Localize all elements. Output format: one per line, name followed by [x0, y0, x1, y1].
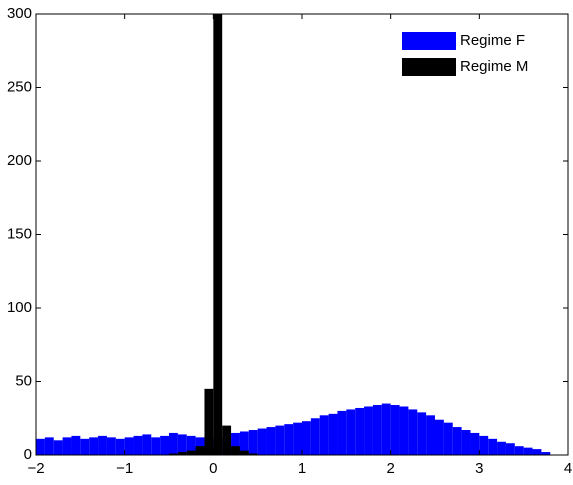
bar	[231, 432, 240, 455]
bar	[213, 14, 223, 455]
bar	[372, 405, 382, 455]
bar	[248, 430, 258, 455]
bar	[257, 428, 267, 455]
bar	[319, 415, 329, 455]
bar	[169, 453, 178, 455]
bar	[98, 435, 107, 455]
bar	[381, 403, 391, 455]
y-tick-label: 250	[7, 78, 32, 95]
bar	[390, 405, 400, 455]
bar	[523, 447, 533, 455]
bar	[479, 435, 489, 455]
x-tick-label: 1	[298, 460, 306, 477]
bar	[231, 446, 240, 455]
bar	[115, 438, 125, 455]
y-tick-label: 150	[7, 225, 32, 242]
bar	[541, 452, 551, 455]
bar	[151, 437, 161, 455]
bar	[62, 437, 72, 455]
bar	[133, 435, 143, 455]
bar	[505, 443, 515, 455]
bar	[426, 415, 435, 455]
bar	[328, 413, 338, 455]
y-tick-label: 0	[24, 446, 32, 463]
legend-label: Regime F	[460, 32, 525, 49]
y-tick-label: 200	[7, 152, 32, 169]
bar	[186, 450, 196, 455]
bar	[124, 437, 134, 455]
bar	[160, 435, 169, 455]
bar	[71, 435, 81, 455]
bar	[222, 425, 232, 455]
bar	[204, 388, 214, 455]
bar	[364, 406, 373, 455]
bar	[80, 438, 90, 455]
bar	[177, 452, 187, 455]
y-tick-label: 50	[15, 372, 32, 389]
bar	[169, 432, 178, 455]
bar	[337, 410, 347, 455]
x-tick-label: −2	[27, 460, 44, 477]
bar	[355, 407, 365, 455]
bar	[293, 422, 302, 455]
x-tick-label: 0	[209, 460, 217, 477]
x-tick-label: 4	[564, 460, 572, 477]
x-tick-label: −1	[116, 460, 133, 477]
bar	[44, 437, 54, 455]
bar	[435, 419, 444, 455]
y-tick-label: 100	[7, 299, 32, 316]
bar	[36, 438, 45, 455]
bar	[239, 450, 249, 455]
bar	[248, 453, 258, 455]
bar	[195, 446, 205, 455]
bar	[443, 422, 453, 455]
bar	[106, 437, 116, 455]
y-tick-label: 300	[7, 5, 32, 22]
bar	[284, 424, 294, 455]
bar	[399, 406, 409, 455]
bar	[239, 431, 249, 455]
bar	[53, 440, 63, 455]
bar	[461, 430, 471, 455]
bar	[532, 449, 542, 455]
bar	[266, 427, 276, 455]
x-tick-label: 2	[386, 460, 394, 477]
bar	[302, 421, 311, 455]
bar	[497, 441, 506, 455]
legend-swatch	[402, 32, 456, 50]
bar	[470, 432, 480, 455]
bar	[310, 418, 320, 455]
bar	[275, 425, 285, 455]
bar	[89, 437, 99, 455]
bar	[346, 409, 356, 455]
bar	[186, 435, 196, 455]
bar	[514, 446, 524, 455]
legend-swatch	[402, 58, 456, 76]
bar	[177, 434, 187, 455]
x-tick-label: 3	[475, 460, 483, 477]
bar	[408, 409, 418, 455]
bar	[417, 412, 427, 455]
legend-label: Regime M	[460, 58, 528, 75]
bar	[142, 434, 152, 455]
bar	[488, 438, 498, 455]
bar	[452, 427, 462, 455]
